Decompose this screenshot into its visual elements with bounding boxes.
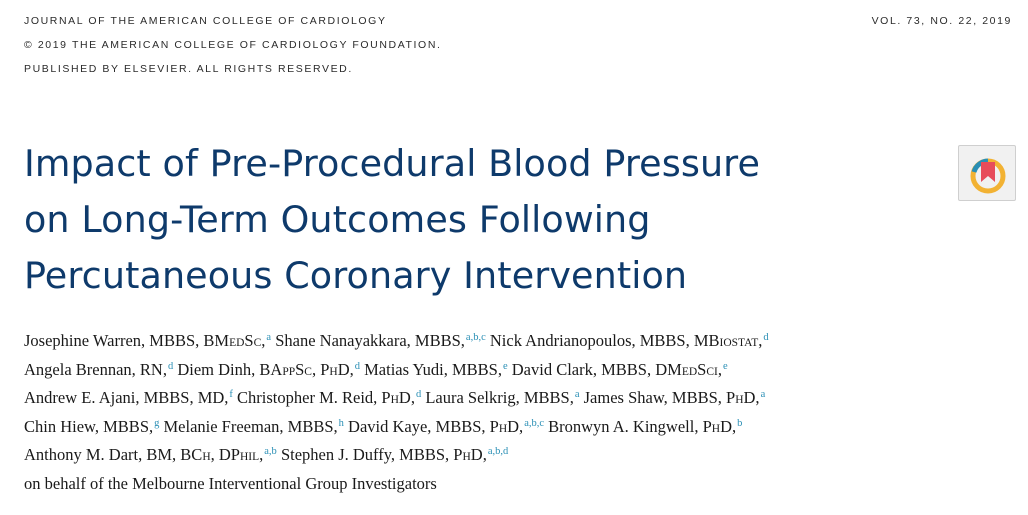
author-name: Josephine Warren, MBBS, BM: [24, 331, 230, 350]
author-name: Stephen J. Duffy, MBBS, P: [276, 445, 463, 464]
affiliation-link[interactable]: a,b,c: [524, 417, 545, 429]
author-name: David Kaye, MBBS, P: [343, 416, 499, 436]
affiliation-link[interactable]: d: [415, 389, 422, 400]
author-name: Shane Nanayakkara, MBBS,: [271, 331, 465, 350]
title-line: on Long-Term Outcomes Following: [24, 198, 651, 241]
affiliation-link[interactable]: h: [338, 417, 344, 429]
author-line: Josephine Warren, MBBS, BMEDSC,a Shane N…: [24, 331, 769, 350]
affiliation-link[interactable]: a,b,c: [465, 332, 486, 343]
author-name: David Clark, MBBS, DM: [507, 359, 682, 379]
affiliation-link[interactable]: f: [229, 389, 233, 400]
check-for-updates-icon: [970, 158, 1006, 194]
journal-name: JOURNAL OF THE AMERICAN COLLEGE OF CARDI…: [24, 15, 387, 27]
author-line: Angela Brennan, RN,d Diem Dinh, BAPPSC, …: [24, 359, 728, 379]
author-line: Chin Hiew, MBBS,g Melanie Freeman, MBBS,…: [24, 416, 743, 436]
author-name: Melanie Freeman, MBBS,: [159, 416, 338, 436]
volume-info: VOL. 73, NO. 22, 2019: [871, 15, 1012, 27]
affiliation-link[interactable]: a,b,d: [487, 446, 509, 457]
author-name: Anthony M. Dart, BM, BC: [24, 445, 203, 464]
author-list: Josephine Warren, MBBS, BMEDSC,a Shane N…: [24, 327, 1014, 498]
author-name: Andrew E. Ajani, MBBS, MD,: [24, 388, 229, 407]
affiliation-link[interactable]: e: [502, 360, 508, 372]
affiliation-link[interactable]: d: [763, 332, 769, 343]
author-name: Angela Brennan, RN,: [24, 359, 167, 379]
title-line: Impact of Pre-Procedural Blood Pressure: [24, 142, 761, 185]
publisher-line: PUBLISHED BY ELSEVIER. ALL RIGHTS RESERV…: [24, 63, 353, 75]
copyright-line: © 2019 THE AMERICAN COLLEGE OF CARDIOLOG…: [24, 39, 442, 51]
author-name: Chin Hiew, MBBS,: [24, 416, 154, 436]
affiliation-link[interactable]: d: [354, 360, 361, 372]
affiliation-link[interactable]: a: [760, 389, 766, 400]
affiliation-link[interactable]: a: [266, 332, 272, 343]
title-line: Percutaneous Coronary Intervention: [24, 254, 688, 297]
author-line: Anthony M. Dart, BM, BCH, DPHIL,a,b Step…: [24, 445, 509, 464]
affiliation-link[interactable]: a,b: [264, 446, 277, 457]
affiliation-link[interactable]: b: [737, 417, 743, 429]
investigator-group: on behalf of the Melbourne Interventiona…: [24, 473, 437, 493]
article-title: Impact of Pre-Procedural Blood Pressure …: [24, 136, 944, 304]
author-name: Nick Andrianopoulos, MBBS, MB: [485, 331, 720, 350]
author-line: Andrew E. Ajani, MBBS, MD,f Christopher …: [24, 388, 766, 407]
affiliation-link[interactable]: a: [574, 389, 580, 400]
author-name: Diem Dinh, BA: [173, 359, 283, 379]
author-name: Bronwyn A. Kingwell, P: [544, 416, 712, 436]
author-name: Christopher M. Reid, P: [232, 388, 391, 407]
affiliation-link[interactable]: d: [167, 360, 174, 372]
affiliation-link[interactable]: g: [154, 417, 160, 429]
author-name: James Shaw, MBBS, P: [579, 388, 736, 407]
group-line: on behalf of the Melbourne Interventiona…: [24, 470, 1014, 499]
check-for-updates-button[interactable]: [958, 145, 1016, 201]
affiliation-link[interactable]: e: [722, 360, 728, 372]
author-name: Laura Selkrig, MBBS,: [421, 388, 574, 407]
author-name: Matias Yudi, MBBS,: [360, 359, 502, 379]
